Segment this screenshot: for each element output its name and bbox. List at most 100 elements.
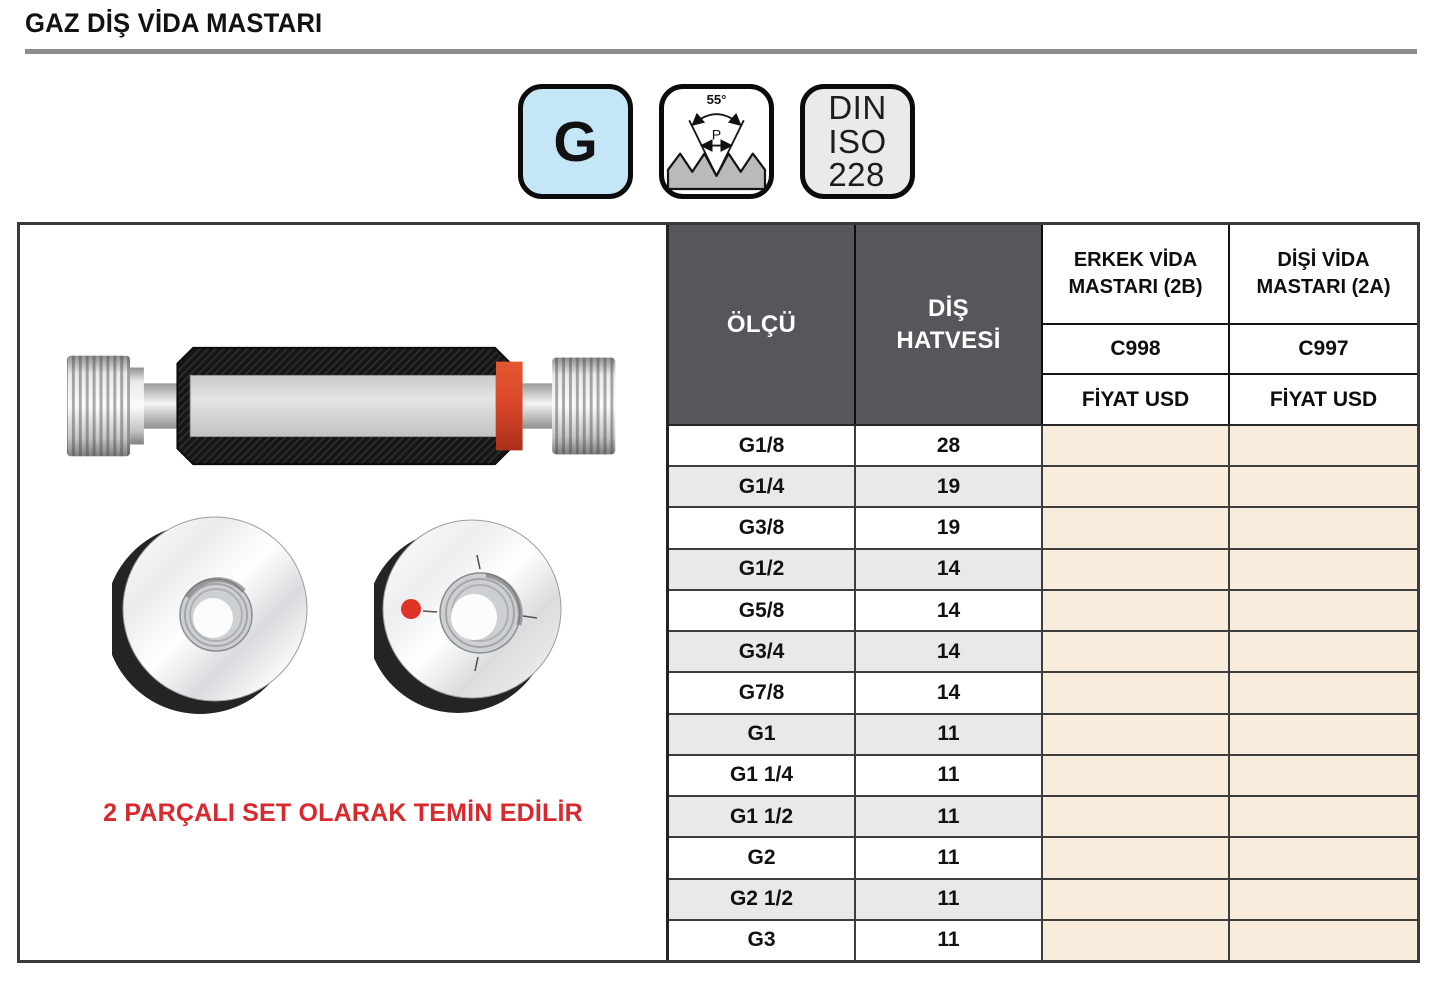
thread-type-label: G [553,109,598,174]
male-price-cell [1043,797,1230,837]
pitch-cell: 11 [856,838,1043,878]
female-price-cell [1230,797,1417,837]
pitch-cell: 11 [856,714,1043,754]
female-price-cell [1230,632,1417,672]
male-price-cell [1043,673,1230,713]
product-sheet: 2 PARÇALI SET OLARAK TEMİN EDİLİR ÖLÇÜ D… [17,222,1420,963]
male-price-cell [1043,549,1230,589]
din-line-1: DIN [828,89,887,127]
pitch-cell: 19 [856,467,1043,507]
pitch-cell: 19 [856,508,1043,548]
size-cell: G1 [669,714,856,754]
table-row: G1/8 28 [669,426,1417,468]
table-row: G2 1/2 11 [669,879,1417,921]
female-price-cell [1230,426,1417,466]
ring-gauge-go [112,516,308,714]
pitch-cell: 11 [856,755,1043,796]
size-cell: G3/8 [669,508,856,548]
plug-gauge-image [65,337,637,475]
thread-type-badge: G [518,84,633,199]
male-price-cell [1043,838,1230,878]
pitch-cell: 28 [856,426,1043,466]
female-price-cell [1230,590,1417,631]
female-gauge-code: C997 [1230,325,1417,375]
size-column-header: ÖLÇÜ [669,225,856,424]
ring-gauges-image [112,497,562,735]
female-price-cell [1230,920,1417,961]
male-gauge-title: ERKEK VİDA MASTARI (2B) [1043,225,1228,325]
pitch-column-header: DİŞ HATVESİ [856,225,1043,424]
table-row: G1 1/4 11 [669,755,1417,798]
din-iso-badge: DIN ISO 228 [800,84,915,199]
size-cell: G1/2 [669,549,856,589]
female-price-cell [1230,714,1417,754]
table-row: G2 11 [669,838,1417,880]
pitch-cell: 14 [856,632,1043,672]
product-images-panel: 2 PARÇALI SET OLARAK TEMİN EDİLİR [20,225,666,960]
size-cell: G1/4 [669,467,856,507]
table-row: G1 1/2 11 [669,797,1417,839]
table-row: G1/2 14 [669,549,1417,591]
female-price-cell [1230,755,1417,796]
thread-profile-icon: 55° P [666,92,767,191]
male-gauge-column-header: ERKEK VİDA MASTARI (2B) C998 FİYAT USD [1043,225,1230,424]
price-table: ÖLÇÜ DİŞ HATVESİ ERKEK VİDA MASTARI (2B)… [666,225,1417,961]
pitch-cell: 11 [856,797,1043,837]
male-price-cell [1043,920,1230,961]
male-price-label: FİYAT USD [1081,387,1190,411]
pitch-label: P [712,126,721,142]
table-row: G3 11 [669,920,1417,961]
size-cell: G2 [669,838,856,878]
page-title: GAZ DİŞ VİDA MASTARI [25,8,323,38]
pitch-cell: 14 [856,673,1043,713]
female-price-cell [1230,673,1417,713]
set-caption: 2 PARÇALI SET OLARAK TEMİN EDİLİR [103,799,583,827]
table-row: G3/4 14 [669,632,1417,674]
din-iso-label: DIN ISO 228 [828,91,886,192]
male-price-cell [1043,426,1230,466]
size-cell: G5/8 [669,590,856,631]
pitch-cell: 11 [856,879,1043,919]
ring-gauge-nogo [374,519,562,713]
size-cell: G7/8 [669,673,856,713]
table-header: ÖLÇÜ DİŞ HATVESİ ERKEK VİDA MASTARI (2B)… [669,225,1417,426]
pitch-cell: 11 [856,920,1043,961]
size-cell: G3 [669,920,856,961]
title-divider [25,49,1417,54]
size-cell: G1/8 [669,426,856,466]
female-price-cell [1230,508,1417,548]
pitch-cell: 14 [856,590,1043,631]
male-price-cell [1043,632,1230,672]
thread-profile-badge: 55° P [659,84,774,199]
table-row: G1 11 [669,714,1417,756]
size-cell: G3/4 [669,632,856,672]
male-gauge-code: C998 [1043,325,1228,375]
male-price-cell [1043,508,1230,548]
pitch-cell: 14 [856,549,1043,589]
size-cell: G1 1/2 [669,797,856,837]
table-row: G5/8 14 [669,590,1417,633]
table-row: G7/8 14 [669,673,1417,715]
din-line-3: 228 [828,156,885,194]
size-cell: G2 1/2 [669,879,856,919]
table-body: G1/8 28 G1/4 19 G3/8 19 G1/2 14 G5/8 14 G3/4 14 G7/8… [669,426,1417,961]
female-gauge-title: DİŞİ VİDA MASTARI (2A) [1230,225,1417,325]
male-price-cell [1043,467,1230,507]
angle-label: 55° [707,92,727,107]
female-price-cell [1230,838,1417,878]
din-line-2: ISO [828,122,887,160]
table-row: G1/4 19 [669,467,1417,509]
female-price-label: FİYAT USD [1269,387,1378,411]
table-row: G3/8 19 [669,508,1417,550]
male-price-cell [1043,755,1230,796]
male-price-cell [1043,590,1230,631]
size-cell: G1 1/4 [669,755,856,796]
female-price-cell [1230,549,1417,589]
red-dot-mark [401,599,421,619]
standard-badges: G 55° P DIN ISO 228 [518,84,915,199]
female-price-cell [1230,879,1417,919]
female-price-cell [1230,467,1417,507]
male-price-cell [1043,879,1230,919]
female-gauge-column-header: DİŞİ VİDA MASTARI (2A) C997 FİYAT USD [1230,225,1417,424]
male-price-cell [1043,714,1230,754]
